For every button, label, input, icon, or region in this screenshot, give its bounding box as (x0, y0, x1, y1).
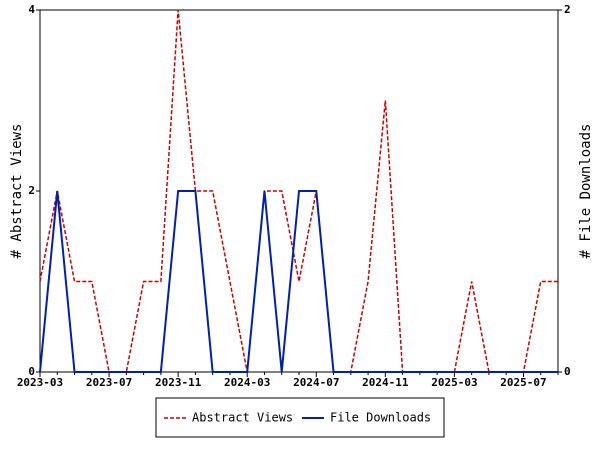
y-tick-label: 2 (28, 184, 35, 197)
series-line (39, 190, 558, 373)
legend-box (155, 397, 445, 438)
x-tick-label: 2025-03 (431, 376, 477, 389)
y2-axis-label: # File Downloads (578, 124, 594, 259)
series-line (39, 9, 558, 373)
y2-tick-label: 2 (564, 3, 571, 16)
x-tick-label: 2025-07 (500, 376, 546, 389)
x-tick-label: 2024-11 (362, 376, 409, 389)
x-tick-label: 2023-07 (86, 376, 132, 389)
y-tick-label: 0 (28, 365, 35, 378)
legend-label: File Downloads (330, 411, 431, 425)
x-tick-label: 2023-11 (155, 376, 202, 389)
legend-label: Abstract Views (192, 411, 293, 425)
y-axis-label: # Abstract Views (9, 124, 25, 259)
x-tick-label: 2023-03 (17, 376, 63, 389)
x-tick-label: 2024-03 (224, 376, 270, 389)
y-tick-label: 4 (28, 3, 35, 16)
y2-tick-label: 0 (564, 365, 571, 378)
x-tick-label: 2024-07 (293, 376, 339, 389)
